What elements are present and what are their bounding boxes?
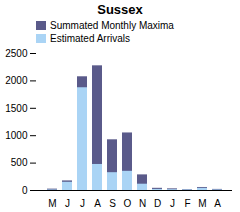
svg-text:N: N <box>139 198 146 209</box>
html-text:Estimated Arrivals: Estimated Arrivals <box>50 33 130 44</box>
svg-text:J: J <box>170 198 175 209</box>
svg-text:O: O <box>124 198 132 209</box>
svg-text:A: A <box>94 198 101 209</box>
svg-text:M: M <box>48 198 56 209</box>
html-text:Summated Monthly Maxima: Summated Monthly Maxima <box>50 20 174 31</box>
svg-text:2500: 2500 <box>5 48 28 59</box>
html-text:Sussex: Sussex <box>97 2 143 17</box>
svg-text:F: F <box>184 198 190 209</box>
svg-text:S: S <box>109 198 116 209</box>
svg-text:0: 0 <box>22 185 28 196</box>
svg-text:2000: 2000 <box>5 75 28 86</box>
svg-text:A: A <box>214 198 221 209</box>
svg-text:M: M <box>198 198 206 209</box>
svg-text:J: J <box>80 198 85 209</box>
svg-text:D: D <box>154 198 161 209</box>
svg-text:500: 500 <box>11 157 28 168</box>
svg-text:1500: 1500 <box>5 103 28 114</box>
svg-text:1000: 1000 <box>5 130 28 141</box>
svg-text:J: J <box>65 198 70 209</box>
